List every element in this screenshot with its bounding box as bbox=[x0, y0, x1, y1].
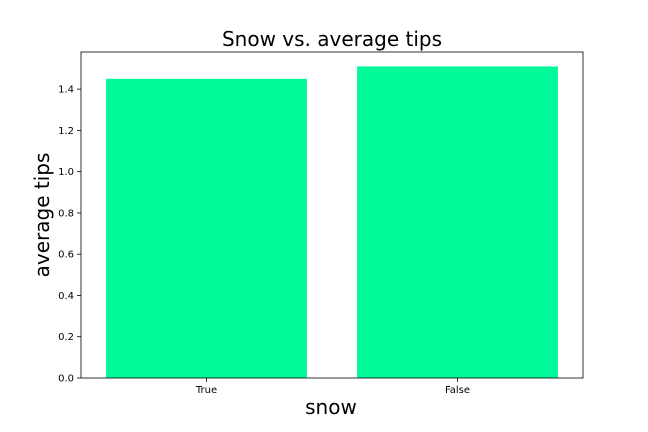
y-tick-label: 0.4 bbox=[58, 291, 74, 302]
x-axis: True False bbox=[195, 378, 470, 396]
chart-title: Snow vs. average tips bbox=[222, 27, 442, 51]
bars-group bbox=[106, 66, 558, 378]
bar-false bbox=[357, 66, 558, 378]
bar-true bbox=[106, 78, 307, 378]
y-tick-label: 0.0 bbox=[58, 374, 74, 385]
y-tick-label: 1.2 bbox=[58, 126, 74, 137]
y-tick-label: 1.0 bbox=[58, 167, 74, 178]
plot-frame bbox=[80, 51, 584, 379]
x-axis-label: snow bbox=[305, 395, 357, 419]
y-tick-label: 1.4 bbox=[58, 85, 74, 96]
y-tick-label: 0.6 bbox=[58, 250, 74, 261]
y-axis: 0.0 0.2 0.4 0.6 0.8 1.0 1.2 1.4 bbox=[58, 85, 81, 385]
y-axis-label: average tips bbox=[30, 153, 54, 278]
x-tick-label: False bbox=[445, 385, 470, 396]
x-tick-label: True bbox=[195, 385, 217, 396]
y-tick-label: 0.2 bbox=[58, 332, 74, 343]
y-tick-label: 0.8 bbox=[58, 208, 74, 219]
